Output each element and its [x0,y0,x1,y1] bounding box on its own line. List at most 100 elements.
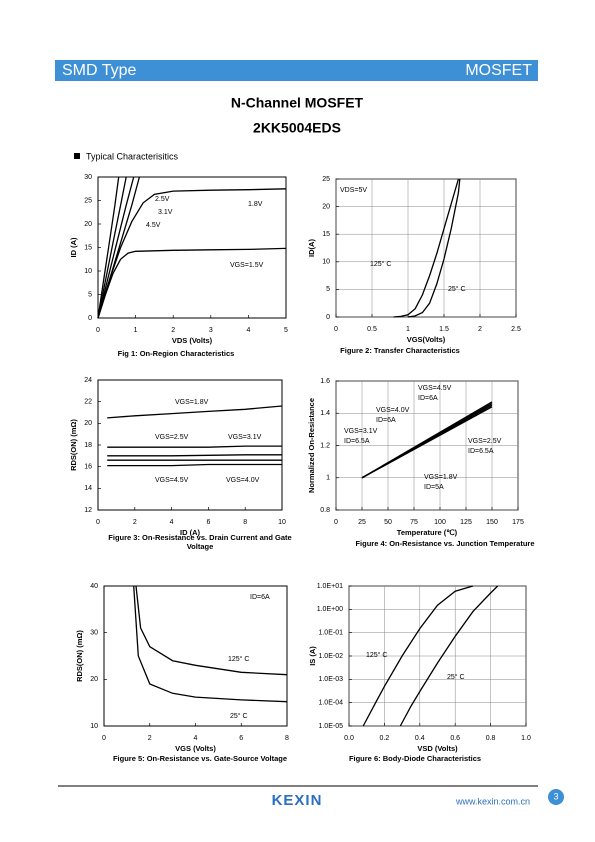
y-tick-label: 10 [90,723,98,730]
y-tick-label: 30 [84,174,92,181]
y-tick-label: 1.0E+01 [317,583,343,590]
annotation: 3.1V [158,209,173,216]
y-tick-label: 40 [90,583,98,590]
x-tick-label: 0.6 [450,735,460,742]
y-tick-label: 1.0E+00 [317,606,343,613]
data-line [135,585,288,676]
header-bar [55,60,538,81]
annotation: VGS=1.8V [175,399,209,406]
x-tick-label: 6 [206,519,210,526]
annotation: 4.5V [146,222,161,229]
annotation: 25° C [230,712,248,720]
y-tick-label: 1 [326,475,330,482]
annotation: VGS=4.5V [418,385,452,392]
y-axis-label: ID (A) [69,237,78,257]
data-line [107,463,282,467]
annotation: 25° C [448,285,466,293]
caption: Figure 5: On-Resistance vs. Gate-Source … [113,754,287,763]
x-tick-label: 1.0 [521,735,531,742]
x-axis-label: ID (A) [180,528,200,537]
data-line [97,176,127,319]
x-tick-label: 0 [334,326,338,333]
y-axis-label: RDS(ON) (mΩ) [75,630,84,682]
x-tick-label: 125 [460,519,472,526]
x-tick-label: 3 [209,327,213,334]
annotation: ID=6A [418,395,438,402]
y-tick-label: 1.4 [320,410,330,417]
header-right: MOSFET [465,62,532,79]
x-tick-label: 75 [410,519,418,526]
x-tick-label: 2 [133,519,137,526]
bullet [74,153,80,159]
x-tick-label: 2 [478,326,482,333]
x-tick-label: 1 [406,326,410,333]
y-tick-label: 1.0E-01 [318,630,343,637]
y-tick-label: 0.8 [320,507,330,514]
y-tick-label: 15 [322,231,330,238]
x-axis-label: Temperature (℃) [397,528,458,537]
data-line [399,585,499,727]
y-tick-label: 10 [322,259,330,266]
x-tick-label: 50 [384,519,392,526]
caption: Voltage [187,542,214,551]
annotation: ID=6.5A [468,448,494,455]
x-tick-label: 5 [284,327,288,334]
y-tick-label: 16 [84,464,92,471]
x-tick-label: 1.5 [439,326,449,333]
x-tick-label: 0.5 [367,326,377,333]
plot-frame [97,176,287,319]
y-tick-label: 1.6 [320,378,330,385]
y-tick-label: 0 [88,315,92,322]
y-axis-label: Normalized On-Resistance [307,398,316,493]
footer-logo: KEXIN [272,792,323,809]
y-tick-label: 24 [84,377,92,384]
header-left: SMD Type [62,62,137,79]
x-tick-label: 25 [358,519,366,526]
y-tick-label: 20 [90,676,98,683]
annotation: 125° C [366,651,387,659]
annotation: VGS=3.1V [228,434,262,441]
data-line [361,406,493,479]
y-tick-label: 15 [84,244,92,251]
x-tick-label: 150 [486,519,498,526]
x-tick-label: 10 [278,519,286,526]
y-axis-label: IS (A) [308,646,317,666]
x-tick-label: 0 [334,519,338,526]
data-line [133,585,288,703]
part-number: 2KK5004EDS [253,120,341,136]
y-tick-label: 1.0E-05 [318,723,343,730]
annotation: VGS=2.5V [468,438,502,445]
x-tick-label: 2 [148,735,152,742]
annotation: VDS=5V [340,187,367,194]
x-tick-label: 8 [285,735,289,742]
y-tick-label: 20 [84,420,92,427]
y-tick-label: 5 [326,286,330,293]
caption: Fig 1: On-Region Characteristics [118,349,235,358]
y-tick-label: 1.0E-03 [318,676,343,683]
y-tick-label: 22 [84,399,92,406]
footer-url: www.kexin.com.cn [455,796,530,806]
annotation: ID=5A [424,484,444,491]
page-badge [548,789,564,805]
y-tick-label: 1.2 [320,442,330,449]
y-tick-label: 30 [90,630,98,637]
x-tick-label: 2 [171,327,175,334]
x-tick-label: 1 [134,327,138,334]
caption: Figure 6: Body-Diode Characteristics [349,754,481,763]
x-tick-label: 0 [102,735,106,742]
x-tick-label: 175 [512,519,524,526]
x-axis-label: VGS (Volts) [175,744,216,753]
annotation: 2.5V [155,196,170,203]
y-tick-label: 14 [84,485,92,492]
caption: Figure 2: Transfer Characteristics [340,346,460,355]
annotation: VGS=1.5V [230,262,264,269]
x-tick-label: 4 [170,519,174,526]
annotation: 125° C [228,655,249,663]
x-tick-label: 0.4 [415,735,425,742]
y-axis-label: RDS(ON) (mΩ) [69,419,78,471]
x-tick-label: 4 [194,735,198,742]
x-tick-label: 2.5 [511,326,521,333]
section-title: Typical Characterisitics [86,151,179,161]
plot-frame [103,585,288,727]
